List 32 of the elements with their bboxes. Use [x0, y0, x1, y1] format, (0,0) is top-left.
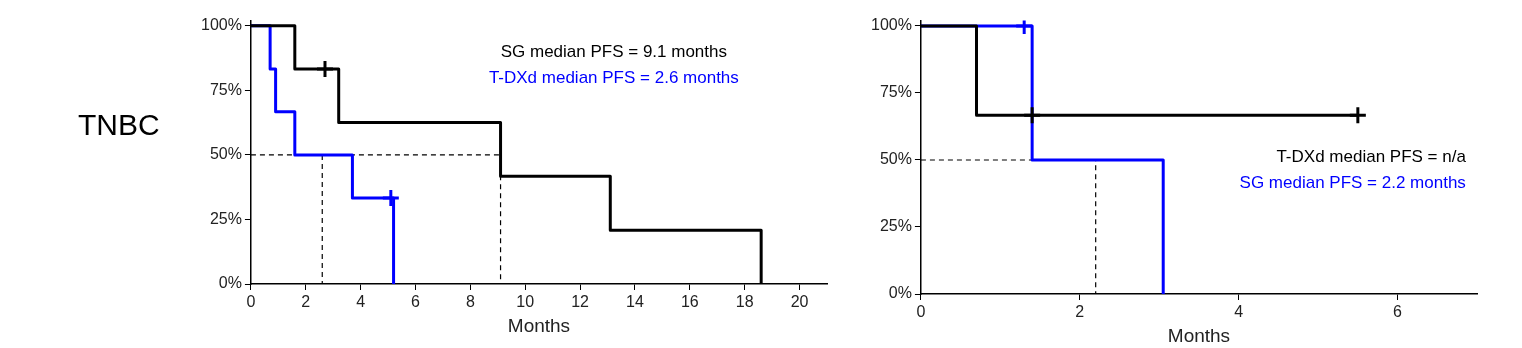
y-tick-label: 75% — [879, 83, 912, 101]
y-tick-label: 50% — [879, 150, 912, 168]
y-tick-label: 75% — [209, 80, 242, 98]
x-axis-title: Months — [1167, 324, 1231, 346]
x-tick-label: 10 — [516, 293, 535, 311]
annotation: T-DXd median PFS = n/a — [1276, 146, 1467, 166]
y-axis-title: TNBC — [77, 107, 161, 142]
x-axis-title: Months — [507, 314, 571, 336]
x-tick-label: 18 — [735, 293, 754, 311]
y-tick-label: 25% — [879, 217, 912, 235]
x-tick-label: 6 — [411, 293, 421, 311]
x-tick-label: 4 — [1234, 303, 1244, 321]
x-tick-label: 12 — [571, 293, 590, 311]
x-tick-label: 16 — [680, 293, 699, 311]
x-tick-label: 2 — [1075, 303, 1085, 321]
y-tick-label: 100% — [871, 16, 912, 34]
annotation: SG median PFS = 2.2 months — [1239, 172, 1466, 192]
annotation: T-DXd median PFS = 2.6 months — [488, 67, 739, 87]
x-tick-label: 2 — [301, 293, 311, 311]
y-tick-label: 25% — [209, 209, 242, 227]
y-tick-label: 50% — [209, 145, 242, 163]
x-tick-label: 6 — [1393, 303, 1403, 321]
x-tick-label: 8 — [465, 293, 475, 311]
y-tick-label: 0% — [218, 274, 242, 292]
annotation: SG median PFS = 9.1 months — [500, 41, 728, 61]
y-tick-label: 100% — [201, 16, 242, 34]
x-tick-label: 20 — [790, 293, 809, 311]
x-tick-label: 0 — [916, 303, 926, 321]
y-tick-label: 0% — [888, 284, 912, 302]
x-tick-label: 14 — [626, 293, 644, 311]
x-tick-label: 0 — [246, 293, 256, 311]
x-tick-label: 4 — [356, 293, 366, 311]
